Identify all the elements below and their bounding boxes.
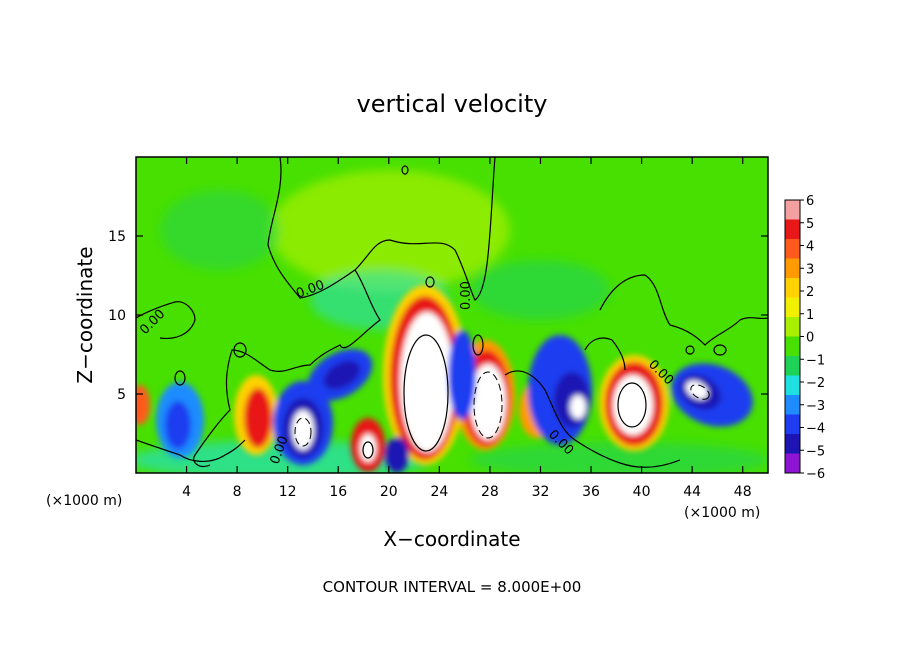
y-tick-label: 15 [108,229,126,245]
colorbar-swatch [785,395,800,415]
contour-loop-39 [617,382,647,428]
zero-contour-far-left [136,301,196,340]
x-axis-label: X−coordinate [383,527,520,551]
x-tick-label: 8 [233,484,242,500]
colorbar-tick-label: −6 [806,467,825,482]
colorbar-swatch [785,453,800,474]
colorbar-tick-label: 5 [806,217,814,232]
updraft-core-27-inner [470,364,506,440]
downdraft-core-13-inner [292,410,314,450]
dashed-contour-27 [473,371,503,439]
colorbar-swatch [785,317,800,337]
x-tick-label: 48 [734,484,752,500]
upper-left-cyan-region [160,190,280,270]
zero-contour-mid-right [584,337,626,371]
upper-light-region [270,170,510,290]
contour-loop-small-e [713,344,727,356]
downdraft-core-35-inner [570,395,586,419]
negative-contours [294,371,710,447]
updraft-core-9-inner [244,388,272,448]
right-cyan-region [470,260,610,320]
downdraft-core-44-inner [685,380,709,400]
heatmap-field: 0.00 0.00 0.00 0.00 0.00 0.00 [136,157,768,473]
x-tick-label: 44 [683,484,701,500]
zero-contour-lower-right [504,370,681,468]
y-axis-label: Z−coordinate [73,246,97,383]
x-unit-label-right: (×1000 m) [684,505,760,521]
colorbar-tick-label: 2 [806,285,814,300]
dashed-contour-13 [294,417,312,447]
contour-loop-small-c [472,334,484,356]
colorbar-tick-label: 0 [806,331,814,346]
updraft-core-4-edge [136,385,150,425]
contour-label: 0.00 [459,281,474,310]
colorbar-swatch [785,219,800,240]
colorbar-tick-label: 1 [806,308,814,323]
colorbar-tick-label: 3 [806,262,814,277]
x-unit-label-left: (×1000 m) [46,493,122,509]
updraft-core-39-inner [613,375,653,435]
zero-contour-center [354,157,496,301]
x-tick-label: 36 [582,484,600,500]
colorbar-tick-label: −1 [806,353,825,368]
colorbar-tick-label: 4 [806,240,814,255]
colorbar-tick-label: −2 [806,376,825,391]
x-axis-ticks: 4 8 12 16 20 24 28 32 36 40 44 48 [182,157,752,500]
colorbar-tick-label: −4 [806,422,825,437]
y-tick-label: 10 [108,308,126,324]
colorbar-swatch [785,375,800,396]
low-right-cyan-band [470,442,768,473]
colorbar-swatch [785,278,800,298]
zero-contours [136,157,768,468]
x-tick-label: 12 [279,484,297,500]
colorbar-swatch [785,434,800,454]
cells-layer [136,285,753,473]
colorbar-swatch [785,356,800,376]
dashed-contour-44 [690,384,710,400]
colorbar-tick-label: −3 [806,399,825,414]
contour-loop-small-b [401,165,409,175]
x-tick-label: 28 [481,484,499,500]
colorbar-tick-label: 6 [806,194,814,209]
colorbar-swatch [785,200,800,220]
x-tick-label: 4 [182,484,191,500]
contour-interval-note: CONTOUR INTERVAL = 8.000E+00 [323,578,582,596]
x-tick-label: 20 [380,484,398,500]
downdraft-core-20 [385,437,409,473]
contour-loop-small-g [174,370,186,386]
zero-contour-right [599,274,768,346]
colorbar-swatch [785,336,800,357]
colorbar: 6 5 4 3 2 1 0 −1 −2 −3 −4 −5 −6 [784,194,825,482]
zero-contour-left [193,157,381,468]
x-tick-label: 16 [329,484,347,500]
x-tick-label: 32 [532,484,550,500]
colorbar-tick-label: −5 [806,444,825,459]
y-axis-ticks: 5 10 15 [108,229,768,403]
contour-loop-small-d [233,342,247,358]
chart-title: vertical velocity [357,90,548,118]
x-tick-label: 24 [430,484,448,500]
colorbar-swatch [785,414,800,435]
colorbar-swatch [785,239,800,259]
colorbar-swatch [785,297,800,318]
contour-loop-small-f [685,345,695,355]
x-tick-label: 40 [633,484,651,500]
downdraft-band-25 [448,330,476,420]
colorbar-swatch [785,258,800,279]
contour-loop-22 [403,334,449,452]
y-tick-label: 5 [117,387,126,403]
contour-loop-18 [362,441,374,459]
downdraft-core-4-inner [165,401,191,449]
zero-contour-lower-left [136,439,246,462]
contour-loop-small-a [425,276,435,288]
downdraft-band-16-core [323,360,361,390]
updraft-core-22-inner [400,312,454,452]
